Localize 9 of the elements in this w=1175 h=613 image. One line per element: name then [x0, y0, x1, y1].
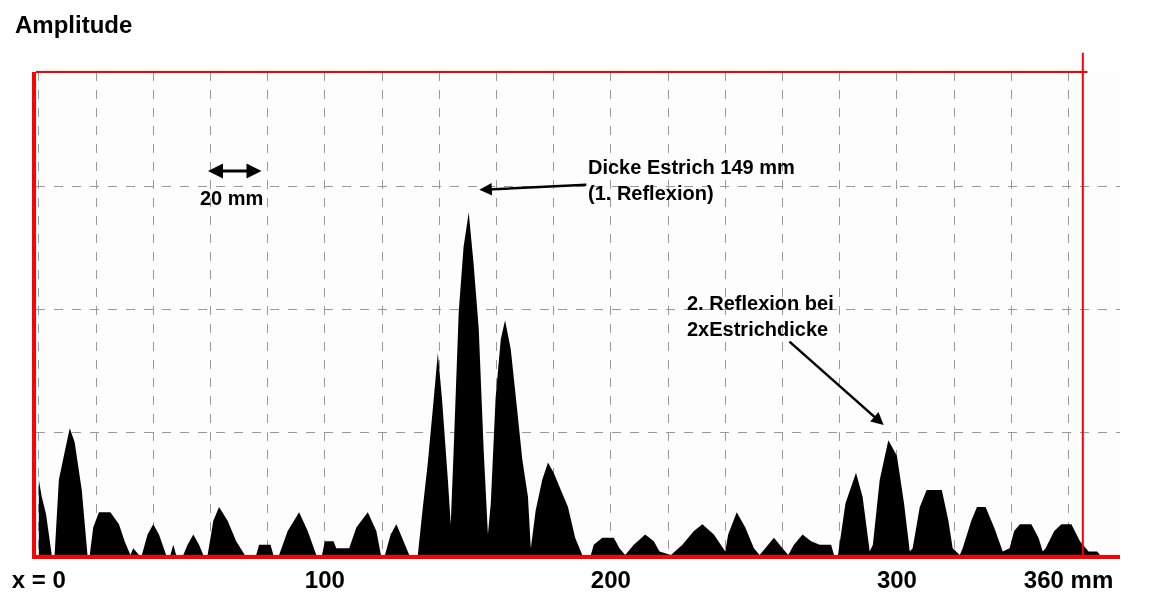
x-tick-label: 200	[590, 565, 631, 593]
annotation: 2. Reflexion bei 2xEstrichdicke	[687, 292, 834, 340]
x-tick-label: 100	[304, 565, 345, 593]
x-tick-label: 360 mm	[1023, 565, 1114, 593]
text: Amplitude	[15, 11, 133, 38]
x-tick-label: x = 0	[11, 565, 66, 593]
text: 20 mm	[200, 187, 264, 209]
x-tick-label: 300	[876, 565, 917, 593]
text: Dicke Estrich 149 mm (1. Reflexion)	[588, 156, 795, 204]
